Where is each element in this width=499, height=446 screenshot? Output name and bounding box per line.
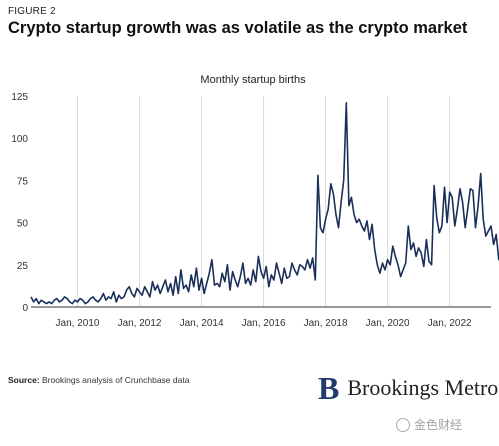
- brookings-b-logo-icon: B: [318, 370, 340, 406]
- x-tick-label: Jan, 2022: [428, 318, 472, 329]
- y-axis: 0 25 50 75 100 125: [11, 92, 28, 314]
- chart-headline: Crypto startup growth was as volatile as…: [8, 19, 468, 37]
- watermark-icon: [396, 417, 410, 432]
- x-tick-label: Jan, 2020: [366, 318, 410, 329]
- y-tick-label: 100: [11, 134, 28, 145]
- y-tick-label: 50: [17, 219, 29, 230]
- series-line-monthly-births: [30, 102, 499, 305]
- x-tick-label: Jan, 2010: [56, 318, 100, 329]
- x-tick-label: Jan, 2014: [180, 318, 224, 329]
- source-text: Brookings analysis of Crunchbase data: [39, 375, 190, 385]
- source-note: Source: Brookings analysis of Crunchbase…: [8, 375, 189, 385]
- brookings-metro-logo: B Brookings Metro: [318, 372, 498, 404]
- y-tick-label: 25: [17, 261, 29, 272]
- y-tick-label: 125: [11, 92, 28, 103]
- x-tick-label: Jan, 2012: [118, 318, 162, 329]
- x-tick-label: Jan, 2018: [304, 318, 348, 329]
- watermark-text: 金色财经: [414, 418, 463, 432]
- x-axis: Jan, 2010 Jan, 2012 Jan, 2014 Jan, 2016 Jan,…: [56, 318, 472, 329]
- brand-name: Brookings Metro: [347, 375, 499, 400]
- chart-title: Monthly startup births: [200, 74, 306, 86]
- x-tick-label: Jan, 2016: [242, 318, 286, 329]
- watermark: 金色财经: [396, 416, 462, 433]
- y-tick-label: 0: [22, 303, 28, 314]
- source-label: Source:: [8, 375, 40, 385]
- y-tick-label: 75: [17, 176, 29, 187]
- figure-label: FIGURE 2: [8, 6, 56, 17]
